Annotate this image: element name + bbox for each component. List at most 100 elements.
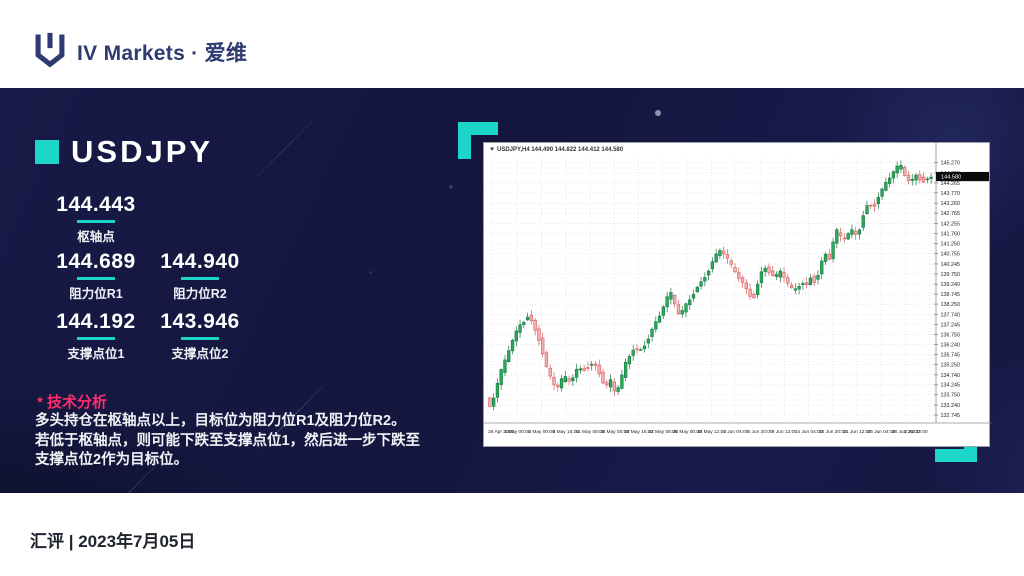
symbol-accent-square [35, 140, 59, 164]
chart-title: USDJPY,H4 144.490 144.822 144.412 144.58… [497, 147, 624, 153]
candle-body [703, 277, 707, 282]
candle-body [537, 328, 541, 341]
y-axis-label: 139.750 [941, 272, 961, 278]
candle-body [631, 349, 635, 356]
candle-body [857, 229, 862, 235]
candle-body [695, 286, 699, 293]
support-s1: 144.192 支撑点位1 [44, 310, 148, 362]
candle-body [688, 299, 692, 306]
candle-body [567, 378, 571, 382]
candle-body [563, 376, 567, 383]
candle-body [771, 270, 775, 276]
accent-underline [77, 277, 115, 280]
y-axis-label: 139.240 [941, 282, 961, 288]
candle-body [880, 188, 884, 197]
candle-body [605, 382, 609, 386]
candle-body [865, 205, 869, 215]
x-axis-label: 21 Jun 12:00 [843, 429, 871, 435]
candle-body [903, 166, 907, 176]
candle-body [623, 361, 628, 378]
candle-body [710, 261, 715, 270]
candle-body [748, 288, 752, 297]
y-axis-label: 133.240 [941, 403, 961, 409]
candle-body [846, 233, 850, 240]
y-axis-label: 143.770 [941, 191, 961, 197]
analysis-line: 若低于枢轴点，则可能下跌至支撑点位1，然后进一步下跌至 [35, 432, 421, 449]
candle-body [876, 197, 880, 205]
candle-body [778, 270, 782, 278]
x-axis-label: 16 May 00:00 [600, 429, 629, 435]
candle-body [661, 306, 666, 316]
accent-underline [181, 337, 219, 340]
candle-body [899, 164, 903, 170]
candle-body [725, 254, 730, 259]
accent-underline [77, 220, 115, 223]
x-axis-label: 30 May 12:00 [697, 429, 726, 435]
candle-body [891, 171, 896, 179]
candle-body [639, 349, 643, 351]
candle-body [740, 277, 745, 283]
candle-body [578, 368, 583, 371]
candle-body [544, 352, 549, 368]
candle-body [559, 378, 564, 389]
y-axis-label: 136.240 [941, 343, 961, 349]
candle-body [872, 203, 877, 207]
candle-body [808, 277, 813, 285]
candle-body [910, 179, 914, 181]
mt4-chart: 145.270144.760144.265143.770143.260142.7… [483, 142, 991, 447]
candle-body [763, 267, 767, 272]
candle-body [680, 310, 684, 315]
x-axis-label: 8 May 16:00 [553, 429, 580, 435]
candle-body [650, 328, 654, 337]
candle-body [733, 267, 737, 273]
y-axis-label: 144.265 [941, 181, 961, 187]
candle-body [914, 174, 918, 181]
candle-body [895, 165, 899, 174]
candle-body [925, 178, 930, 181]
candle-body [718, 250, 722, 256]
brand: IV Markets · 爱维 [33, 30, 247, 73]
candle-body [646, 338, 650, 344]
candle-body [842, 237, 847, 240]
brand-name: IV Markets · 爱维 [77, 41, 248, 65]
candle-body [929, 176, 933, 179]
x-axis-label: 16 Jun 20:00 [819, 429, 847, 435]
x-axis-label: 4 May 00:00 [528, 429, 555, 435]
x-axis-label: 1 May 00:00 [504, 429, 531, 435]
y-axis-label: 136.750 [941, 332, 961, 338]
candle-body [801, 283, 805, 285]
candle-body [691, 294, 696, 299]
x-axis-label: 23 May 08:00 [648, 429, 677, 435]
symbol-header: USDJPY [35, 134, 213, 170]
candle-body [744, 282, 748, 290]
candle-body [714, 253, 718, 263]
decor-dot [369, 271, 372, 274]
brand-logo-icon [33, 30, 67, 73]
level-value: 143.946 [160, 310, 240, 333]
candle-body [759, 271, 764, 284]
candle-body [597, 364, 601, 375]
candle-body [921, 176, 926, 183]
candle-body [838, 232, 843, 237]
footer: 汇评 | 2023年7月05日 [0, 493, 1024, 576]
candle-body [582, 367, 586, 371]
candle-body [612, 381, 616, 392]
level-value: 144.940 [160, 250, 240, 273]
x-axis-label: 28 Jun 20:00 [892, 429, 920, 435]
header: IV Markets · 爱维 [0, 0, 1024, 88]
candle-body [590, 363, 594, 366]
pivot-label: 枢轴点 [77, 229, 115, 244]
y-axis-label: 141.250 [941, 242, 961, 248]
candle-body [887, 177, 892, 184]
candle-body [574, 368, 579, 378]
page-title: USDJPY [71, 134, 214, 169]
y-axis-label: 141.760 [941, 231, 961, 237]
candle-body [522, 322, 526, 325]
candle-body [635, 348, 639, 351]
x-axis-label: 26 Apr 2023 [488, 429, 514, 435]
y-axis-label: 135.250 [941, 362, 961, 368]
candle-body [793, 288, 798, 291]
analysis-body: 多头持仓在枢轴点以上，目标位为阻力位R1及阻力位R2。 若低于枢轴点，则可能下跌… [35, 412, 435, 471]
candle-body [782, 272, 786, 278]
y-axis-label: 137.245 [941, 322, 961, 328]
